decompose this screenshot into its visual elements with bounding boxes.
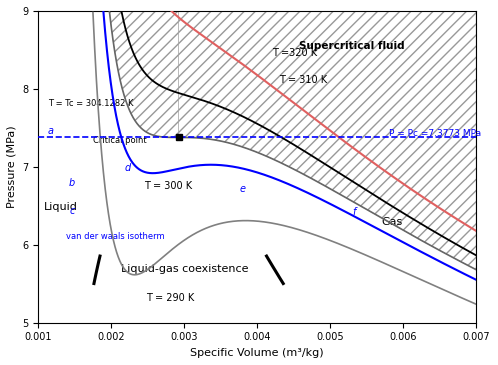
Text: van der waals isotherm: van der waals isotherm (66, 231, 165, 241)
Text: a: a (47, 126, 53, 136)
Text: b: b (69, 178, 75, 188)
Text: Gas: Gas (381, 217, 402, 227)
Y-axis label: Pressure (MPa): Pressure (MPa) (7, 126, 17, 208)
Text: d: d (124, 163, 131, 173)
Text: e: e (239, 184, 245, 194)
Text: c: c (70, 205, 75, 216)
Text: Liquid: Liquid (44, 202, 78, 212)
Text: Liquid-gas coexistence: Liquid-gas coexistence (121, 264, 248, 274)
Text: T = 300 K: T = 300 K (144, 181, 192, 192)
Text: T = 310 K: T = 310 K (279, 75, 327, 85)
Text: T = Tc = 304.1282 K: T = Tc = 304.1282 K (48, 99, 133, 108)
Text: Supercritical fluid: Supercritical fluid (299, 41, 405, 51)
Text: T = 290 K: T = 290 K (145, 293, 194, 303)
Text: P = Pc =7.3773 MPa: P = Pc =7.3773 MPa (388, 129, 481, 138)
X-axis label: Specific Volume (m³/kg): Specific Volume (m³/kg) (190, 348, 324, 358)
Text: f: f (352, 207, 356, 217)
Text: Critical point: Critical point (93, 137, 147, 146)
Text: T =320 K: T =320 K (272, 48, 317, 58)
